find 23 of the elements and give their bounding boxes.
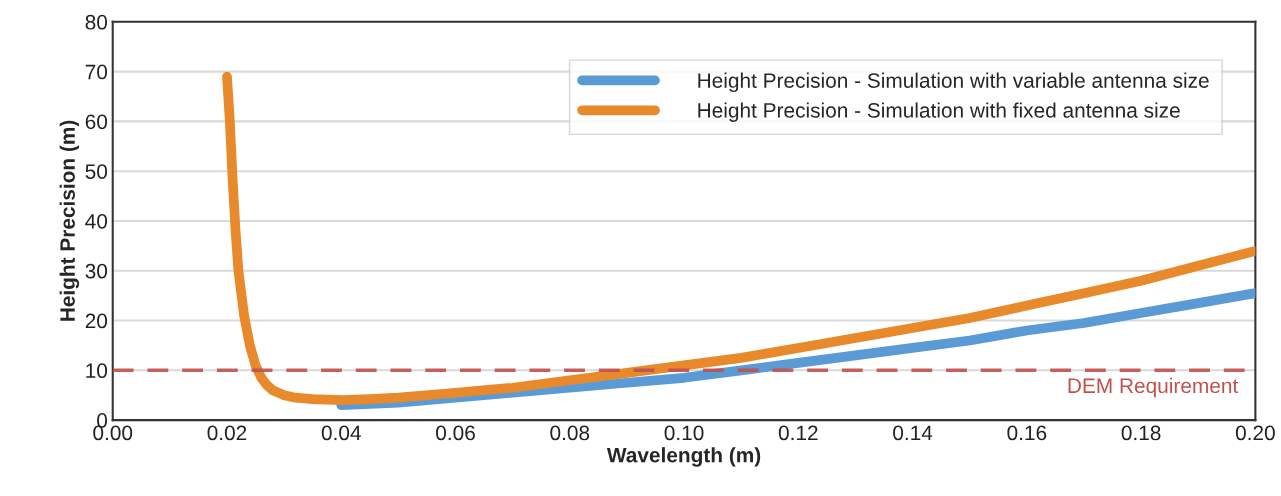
y-tick-label: 50 (85, 164, 108, 179)
y-tick-label: 30 (85, 263, 108, 279)
y-tick-label: 60 (85, 114, 108, 130)
x-tick-label: 0.16 (1007, 425, 1047, 441)
y-tick-label: 80 (85, 14, 108, 30)
y-tick-label: 40 (85, 213, 108, 229)
x-axis-title: Wavelength (m) (606, 447, 761, 467)
ref-line-label: DEM Requirement (1068, 377, 1239, 398)
y-axis-title: Height Precision (m) (59, 120, 80, 321)
x-tick-label: 0.20 (1235, 425, 1275, 441)
x-tick-label: 0.02 (207, 425, 247, 441)
y-tick-label: 10 (86, 363, 108, 379)
x-tick-label: 0.10 (664, 425, 704, 441)
legend-label: Height Precision - Simulation with variable antenna size (698, 72, 1209, 93)
y-tick-label: 70 (85, 64, 108, 80)
x-tick-label: 0.14 (893, 425, 933, 441)
y-tick-label: 20 (85, 313, 108, 329)
legend-label: Height Precision - Simulation with fixed antenna size (698, 102, 1180, 122)
x-tick-label: 0.04 (321, 425, 361, 441)
x-tick-label: 0.06 (436, 425, 475, 441)
x-tick-label: 0.08 (550, 425, 590, 441)
x-tick-label: 0.12 (778, 425, 818, 441)
x-tick-label: 0.18 (1121, 425, 1161, 441)
